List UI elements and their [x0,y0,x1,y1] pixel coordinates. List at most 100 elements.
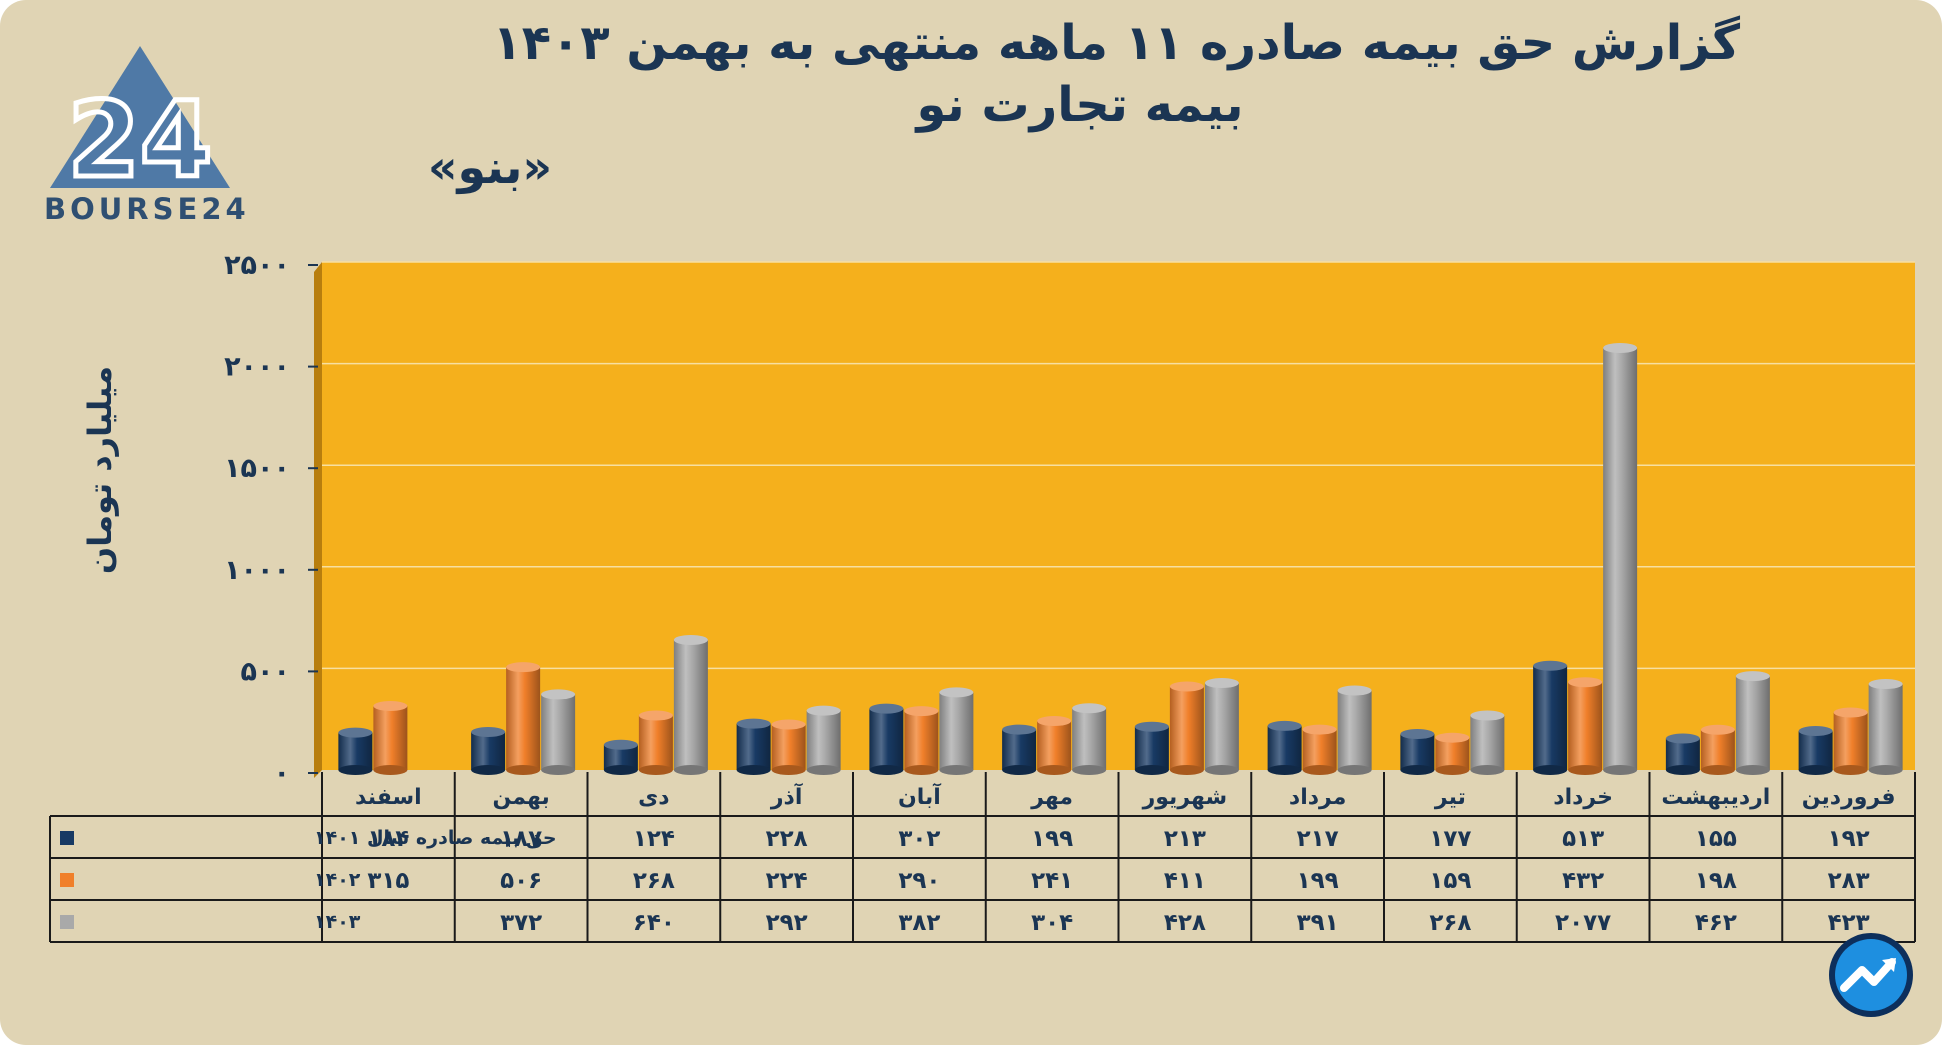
bar [1169,681,1204,775]
data-label: ۳۰۲ [898,826,940,852]
bar-cap [1072,703,1107,714]
bar-base [736,765,771,775]
bar [806,705,841,775]
bar-cap [1603,342,1638,353]
bar-cap [1002,724,1037,735]
data-label: ۵۰۶ [500,868,542,894]
bar-base [1868,765,1903,775]
bar-body [471,732,506,770]
x-tick-label: مهر [1030,785,1073,810]
bar [904,706,939,775]
bar-cap [673,634,708,645]
data-label: ۲۹۰ [898,868,940,894]
bar-base [1337,765,1372,775]
y-tick-label: ۲۰۰۰ [224,352,290,383]
data-label: ۱۷۷ [1429,826,1471,852]
data-label: ۳۷۲ [500,910,542,936]
data-label: ۲۶۸ [1429,910,1471,936]
bar-body [869,708,904,770]
bar-body [806,710,841,770]
bar-base [541,765,576,775]
data-table [49,772,1916,943]
bar [1435,732,1470,775]
bar [1302,724,1337,775]
bar-body [1603,347,1638,770]
bar-body [1568,682,1603,770]
bar-cap [939,687,974,698]
bar [1072,703,1107,775]
bar-base [1169,765,1204,775]
bar-body [1833,712,1868,770]
bar-body [1435,737,1470,770]
bar-cap [471,727,506,738]
bar [1798,725,1833,775]
legend-swatch [60,873,74,887]
chart-title: گزارش حق بیمه صادره ۱۱ ماهه منتهی به بهم… [492,12,1740,136]
bar-body [638,715,673,770]
data-label: ۱۹۹ [1297,868,1339,894]
bar [506,662,541,775]
data-label: ۴۶۲ [1695,910,1737,936]
bar-body [1665,738,1700,770]
logo-triangle [50,46,230,188]
x-tick-label: خرداد [1553,785,1613,810]
legend-label: ۱۴۰۳ [314,911,361,933]
bar [771,719,806,775]
bar-body [1400,734,1435,770]
bar [1400,729,1435,775]
bar-base [1302,765,1337,775]
data-label: ۵۱۳ [1562,826,1604,852]
data-label: ۲۱۷ [1297,826,1339,852]
data-label: ۳۰۴ [1031,910,1073,936]
bar-body [1134,726,1169,770]
data-label: ۳۸۲ [898,910,940,936]
bar-base [1400,765,1435,775]
bar-base [603,765,638,775]
bar-cap [1267,720,1302,731]
bar [1470,710,1505,775]
bar-body [673,639,708,770]
x-tick-label: اردیبهشت [1661,785,1770,810]
bar [1134,721,1169,775]
bar [1267,720,1302,775]
plot-area [322,262,1915,770]
data-label: ۱۹۸ [1695,868,1737,894]
logo-text: BOURSE24 [44,192,250,226]
bar [1002,724,1037,775]
bar-cap [1533,660,1568,671]
bar-cap [736,718,771,729]
bar-cap [904,706,939,717]
data-label: ۲۴۱ [1031,868,1073,894]
data-label: ۴۳۲ [1562,868,1604,894]
bar [736,718,771,775]
bar-cap [869,703,904,714]
bar [939,687,974,775]
bar-base [1435,765,1470,775]
y-tick-label: ۲۵۰۰ [224,250,290,281]
bar-cap [1700,724,1735,735]
bar-base [1700,765,1735,775]
bar-body [1037,721,1072,770]
bar-cap [603,739,638,750]
bar [673,634,708,775]
bar-body [1002,729,1037,770]
data-label: ۲۹۲ [766,910,808,936]
data-label: ۱۵۵ [1695,826,1737,852]
bar-body [1798,730,1833,770]
bar-body [904,711,939,770]
plot-area-side [314,262,322,778]
bar-body [541,694,576,770]
bar-body [373,705,408,770]
bar-base [471,765,506,775]
x-tick-label: اسفند [355,785,422,810]
data-label: ۳۱۵ [367,868,409,894]
bar-cap [338,727,373,738]
x-tick-label: مرداد [1289,785,1346,810]
bar-base [638,765,673,775]
bar-body [1735,676,1770,770]
x-tick-label: دی [638,785,669,810]
bar-cap [1435,732,1470,743]
bar-body [736,723,771,770]
data-label: ۲۰۷۷ [1555,910,1611,936]
bar-body [1470,715,1505,770]
